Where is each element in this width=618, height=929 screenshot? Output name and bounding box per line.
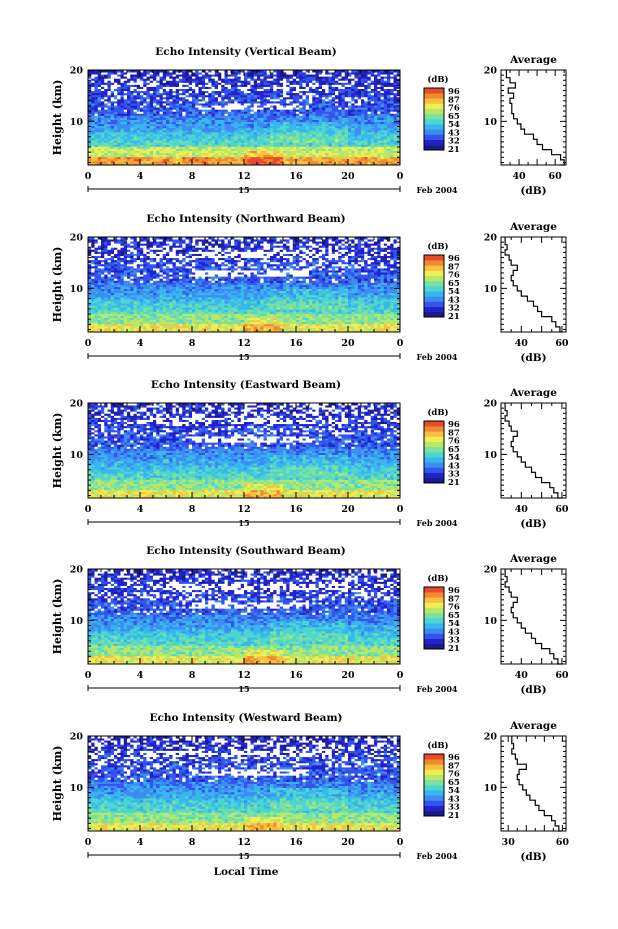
colorbar-swatch xyxy=(424,124,444,129)
x-tick-label: 0 xyxy=(85,171,92,182)
average-frame xyxy=(501,70,566,165)
colorbar-swatch xyxy=(424,129,444,134)
x-tick-label: 16 xyxy=(289,171,303,182)
colorbar-swatch xyxy=(424,135,444,140)
beam-panel-0: Echo Intensity (Vertical Beam) 10 20 Height… xyxy=(51,46,566,197)
colorbar-swatch xyxy=(424,119,444,124)
colorbar-swatch xyxy=(424,145,444,150)
x-tick-label: 4 xyxy=(137,171,144,182)
average-profile-panel: Average 10 20 40 60(dB) xyxy=(484,54,566,197)
colorbar-swatch xyxy=(424,140,444,145)
avg-x-tick-label: 60 xyxy=(549,171,563,182)
panel-title: Echo Intensity (Northward Beam) xyxy=(146,213,345,225)
beam-panel-1: Echo Intensity (Northward Beam)1020Heigh… xyxy=(51,213,569,364)
colorbar-label: 21 xyxy=(448,145,460,155)
heatmap-cells xyxy=(88,237,400,332)
y-tick-label: 10 xyxy=(70,117,84,128)
avg-x-axis-label: (dB) xyxy=(520,185,546,197)
colorbar-unit: (dB) xyxy=(427,74,448,85)
x-tick-label: 8 xyxy=(189,171,196,182)
x-tick-label: 12 xyxy=(237,171,250,182)
colorbar-swatch xyxy=(424,88,444,93)
average-title: Average xyxy=(509,54,557,66)
avg-y-tick-label: 20 xyxy=(484,66,498,77)
colorbar-swatch xyxy=(424,104,444,109)
colorbar-swatch xyxy=(424,93,444,98)
heatmap-cells xyxy=(88,70,400,165)
y-axis-label: Height (km) xyxy=(51,80,64,156)
x-tick-label: 0 xyxy=(397,171,404,182)
colorbar-swatch xyxy=(424,114,444,119)
colorbar: (dB)9687766554433221 xyxy=(424,74,460,155)
date-label: Feb 2004 xyxy=(417,185,458,195)
y-tick-label: 20 xyxy=(70,66,84,77)
day-label: 15 xyxy=(238,185,249,195)
avg-x-tick-label: 40 xyxy=(512,171,526,182)
colorbar-swatch xyxy=(424,98,444,103)
colorbar-swatch xyxy=(424,109,444,114)
panel-title: Echo Intensity (Vertical Beam) xyxy=(155,46,336,58)
avg-y-tick-label: 10 xyxy=(484,117,498,128)
x-tick-label: 20 xyxy=(341,171,355,182)
